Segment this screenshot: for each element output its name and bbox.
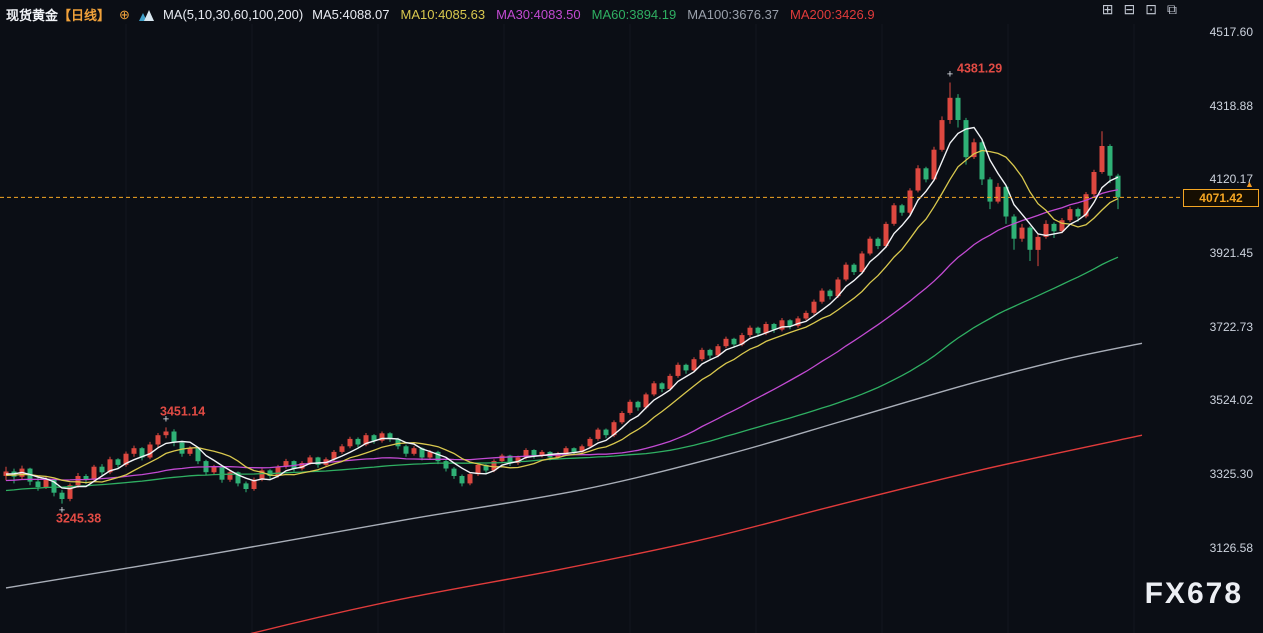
swing-marker-icon: + bbox=[59, 505, 65, 517]
ma200-value: MA200:3426.9 bbox=[790, 7, 875, 22]
last-price-badge: 4071.42 bbox=[1183, 189, 1259, 208]
layout-split-icon[interactable]: ⊟ bbox=[1123, 1, 1136, 17]
last-price-value: 4071.42 bbox=[1199, 191, 1243, 206]
price-axis[interactable]: 4517.60 4318.88 4120.17 3921.45 3722.73 3524.… bbox=[1178, 0, 1263, 633]
price-annotation: 3245.38 bbox=[56, 512, 101, 526]
price-axis-label: 3722.73 bbox=[1209, 319, 1253, 334]
ma-values: MA5:4088.07 MA10:4085.63 MA30:4083.50 MA60:… bbox=[312, 7, 874, 22]
price-axis-label: 3921.45 bbox=[1209, 246, 1253, 260]
chart-type-icon[interactable] bbox=[138, 9, 154, 21]
ma60-value: MA60:3894.19 bbox=[591, 7, 677, 22]
ma10-value: MA10:4085.63 bbox=[400, 7, 486, 22]
chart-header: 现货黄金 【日线】 ⊕ MA(5,10,30,60,100,200) MA5:40… bbox=[6, 5, 875, 24]
price-axis-label: 4318.88 bbox=[1209, 98, 1253, 113]
price-axis-label: 3325.30 bbox=[1209, 467, 1253, 482]
swing-marker-icon: + bbox=[163, 413, 169, 425]
price-annotation: 3451.14 bbox=[160, 404, 205, 418]
ma100-value: MA100:3676.37 bbox=[687, 7, 780, 22]
instrument-title: 现货黄金 【日线】 bbox=[6, 5, 110, 24]
ma-settings-label[interactable]: MA(5,10,30,60,100,200) bbox=[162, 7, 304, 22]
price-axis-label: 3126.58 bbox=[1209, 540, 1253, 555]
price-arrow-icon: ▲ bbox=[1245, 179, 1254, 190]
candles-layer bbox=[3, 82, 1121, 504]
layout-grid-icon[interactable]: ⊞ bbox=[1101, 1, 1114, 17]
price-axis-label: 4517.60 bbox=[1209, 25, 1253, 39]
swing-marker-icon: + bbox=[947, 69, 953, 81]
price-axis-label: 3524.02 bbox=[1209, 393, 1253, 408]
ma30-line bbox=[5, 189, 1119, 482]
price-axis-label: 4120.17 bbox=[1209, 172, 1253, 187]
watermark: FX678 bbox=[1144, 577, 1243, 610]
layout-single-icon[interactable]: ⊡ bbox=[1145, 1, 1157, 17]
symbol-name: 现货黄金 bbox=[6, 8, 59, 23]
ma5-value: MA5:4088.07 bbox=[312, 7, 390, 22]
layout-multi-icon[interactable]: ⧉ bbox=[1167, 1, 1177, 17]
ma5-line bbox=[5, 126, 1119, 490]
ma200-line bbox=[250, 434, 1143, 633]
ma60-line bbox=[5, 256, 1119, 492]
ma100-line bbox=[5, 342, 1143, 589]
mountain-chart-glyph bbox=[138, 9, 154, 21]
price-annotation: 4381.29 bbox=[957, 62, 1002, 76]
add-indicator-icon[interactable]: ⊕ bbox=[119, 7, 130, 22]
ma10-line bbox=[5, 149, 1119, 484]
layout-toolbar: ⊞ ⊟ ⊡ ⧉ bbox=[1102, 2, 1177, 16]
interval-label[interactable]: 【日线】 bbox=[58, 8, 111, 23]
ma30-value: MA30:4083.50 bbox=[496, 7, 581, 22]
